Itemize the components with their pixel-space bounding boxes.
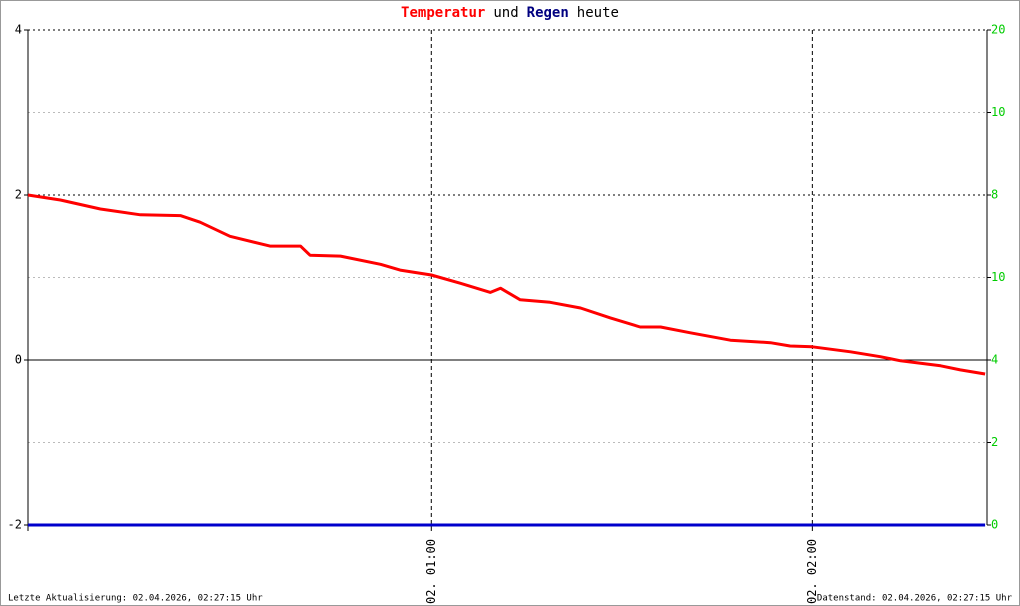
footer-right: Datenstand: 02.04.2026, 02:27:15 Uhr	[817, 594, 1013, 604]
x-tick-label: 02. 01:00	[424, 539, 438, 604]
y-tick-label: 4	[15, 23, 22, 37]
title-part: Regen	[527, 5, 569, 21]
y2-tick-label: 8	[991, 188, 998, 202]
title-part: Temperatur	[401, 5, 485, 21]
y-tick-label: 2	[15, 188, 22, 202]
x-tick-label: 02. 02:00	[805, 539, 819, 604]
y2-tick-label: 0	[991, 518, 998, 532]
y-tick-label: -2	[8, 518, 22, 532]
series-line	[27, 193, 986, 376]
y2-tick-label: 20	[991, 23, 1005, 37]
title-part: und	[493, 5, 518, 21]
chart-title: Temperatur und Regen heute	[401, 5, 619, 21]
y2-tick-label: 10	[991, 270, 1005, 284]
y2-tick-label: 10	[991, 105, 1005, 119]
footer-left: Letzte Aktualisierung: 02.04.2026, 02:27…	[8, 594, 263, 604]
y-tick-label: 0	[15, 353, 22, 367]
y2-tick-label: 2	[991, 435, 998, 449]
y2-tick-label: 4	[991, 353, 998, 367]
title-part: heute	[577, 5, 619, 21]
